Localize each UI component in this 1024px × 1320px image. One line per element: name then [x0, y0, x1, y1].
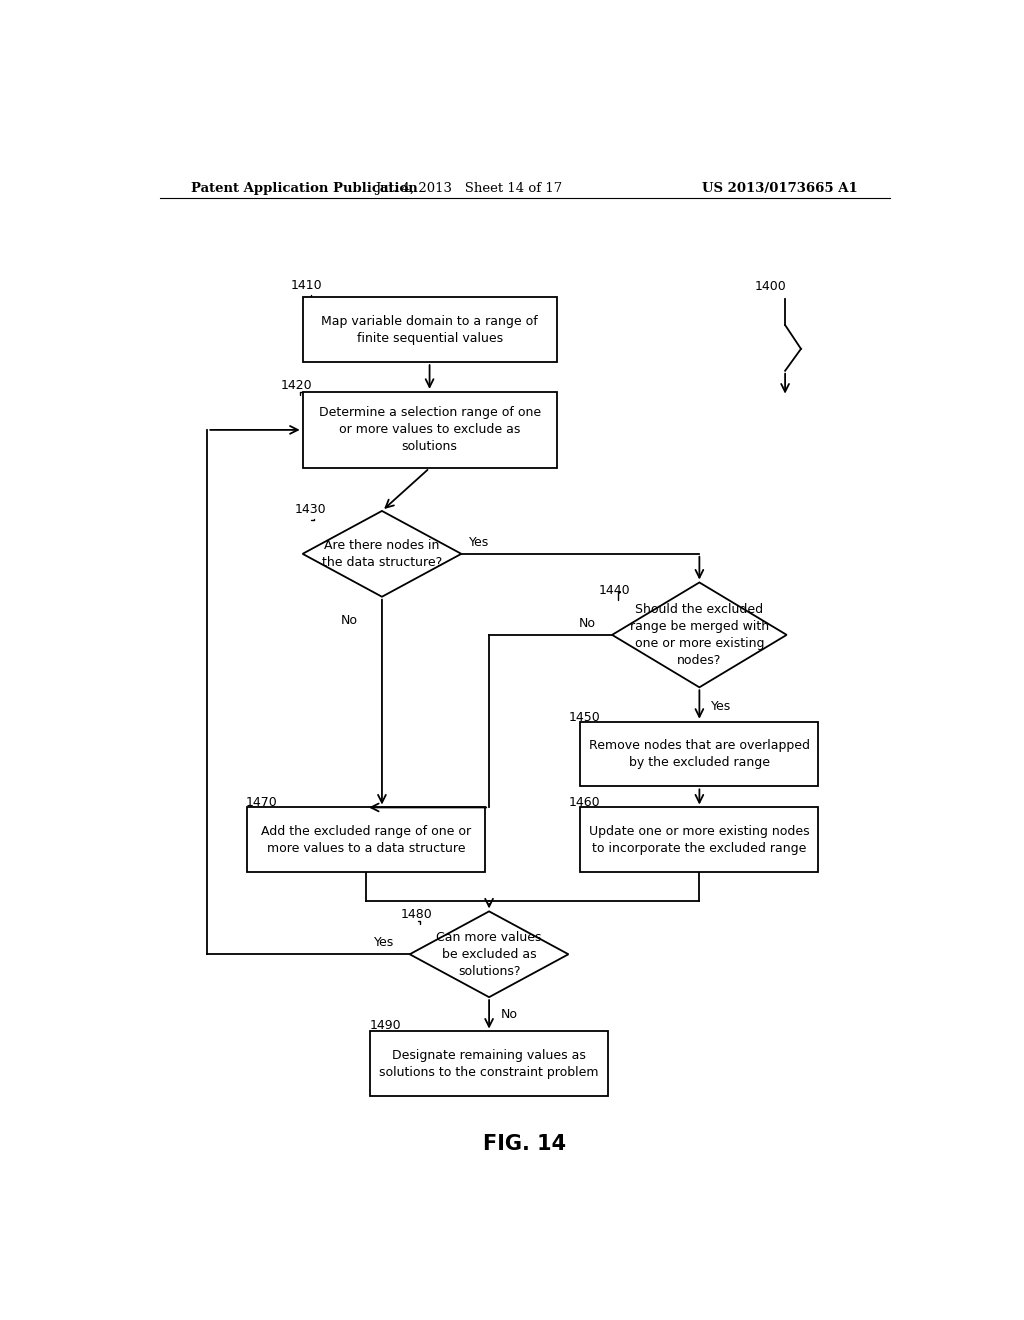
Text: Should the excluded
range be merged with
one or more existing
nodes?: Should the excluded range be merged with…: [630, 603, 769, 667]
Text: Jul. 4, 2013   Sheet 14 of 17: Jul. 4, 2013 Sheet 14 of 17: [376, 182, 563, 195]
Text: 1450: 1450: [568, 710, 600, 723]
Text: Determine a selection range of one
or more values to exclude as
solutions: Determine a selection range of one or mo…: [318, 407, 541, 453]
Text: Designate remaining values as
solutions to the constraint problem: Designate remaining values as solutions …: [379, 1049, 599, 1078]
Polygon shape: [410, 911, 568, 997]
Text: 1420: 1420: [281, 379, 312, 392]
Text: Are there nodes in
the data structure?: Are there nodes in the data structure?: [322, 539, 442, 569]
Text: 1440: 1440: [599, 583, 630, 597]
Polygon shape: [612, 582, 786, 688]
Text: 1400: 1400: [755, 280, 786, 293]
Text: Yes: Yes: [374, 936, 394, 949]
Bar: [581, 808, 818, 873]
Text: No: No: [501, 1008, 518, 1020]
Text: Update one or more existing nodes
to incorporate the excluded range: Update one or more existing nodes to inc…: [589, 825, 810, 855]
Text: 1460: 1460: [568, 796, 600, 809]
Polygon shape: [303, 511, 462, 597]
Text: Yes: Yes: [712, 700, 731, 713]
Text: Add the excluded range of one or
more values to a data structure: Add the excluded range of one or more va…: [261, 825, 471, 855]
Text: Map variable domain to a range of
finite sequential values: Map variable domain to a range of finite…: [322, 314, 538, 345]
Text: 1470: 1470: [246, 796, 278, 809]
Text: 1480: 1480: [400, 908, 432, 921]
Text: No: No: [580, 616, 596, 630]
Text: Yes: Yes: [469, 536, 489, 549]
Bar: [303, 297, 557, 362]
Bar: [370, 1031, 608, 1097]
Text: 1430: 1430: [295, 503, 327, 516]
Text: Remove nodes that are overlapped
by the excluded range: Remove nodes that are overlapped by the …: [589, 739, 810, 770]
Text: 1410: 1410: [291, 279, 323, 292]
Text: FIG. 14: FIG. 14: [483, 1134, 566, 1154]
Bar: [581, 722, 818, 787]
Bar: [303, 392, 557, 469]
Bar: [247, 808, 485, 873]
Text: US 2013/0173665 A1: US 2013/0173665 A1: [702, 182, 858, 195]
Text: Patent Application Publication: Patent Application Publication: [191, 182, 418, 195]
Text: Can more values
be excluded as
solutions?: Can more values be excluded as solutions…: [436, 931, 542, 978]
Text: 1490: 1490: [370, 1019, 401, 1032]
Text: No: No: [341, 614, 358, 627]
